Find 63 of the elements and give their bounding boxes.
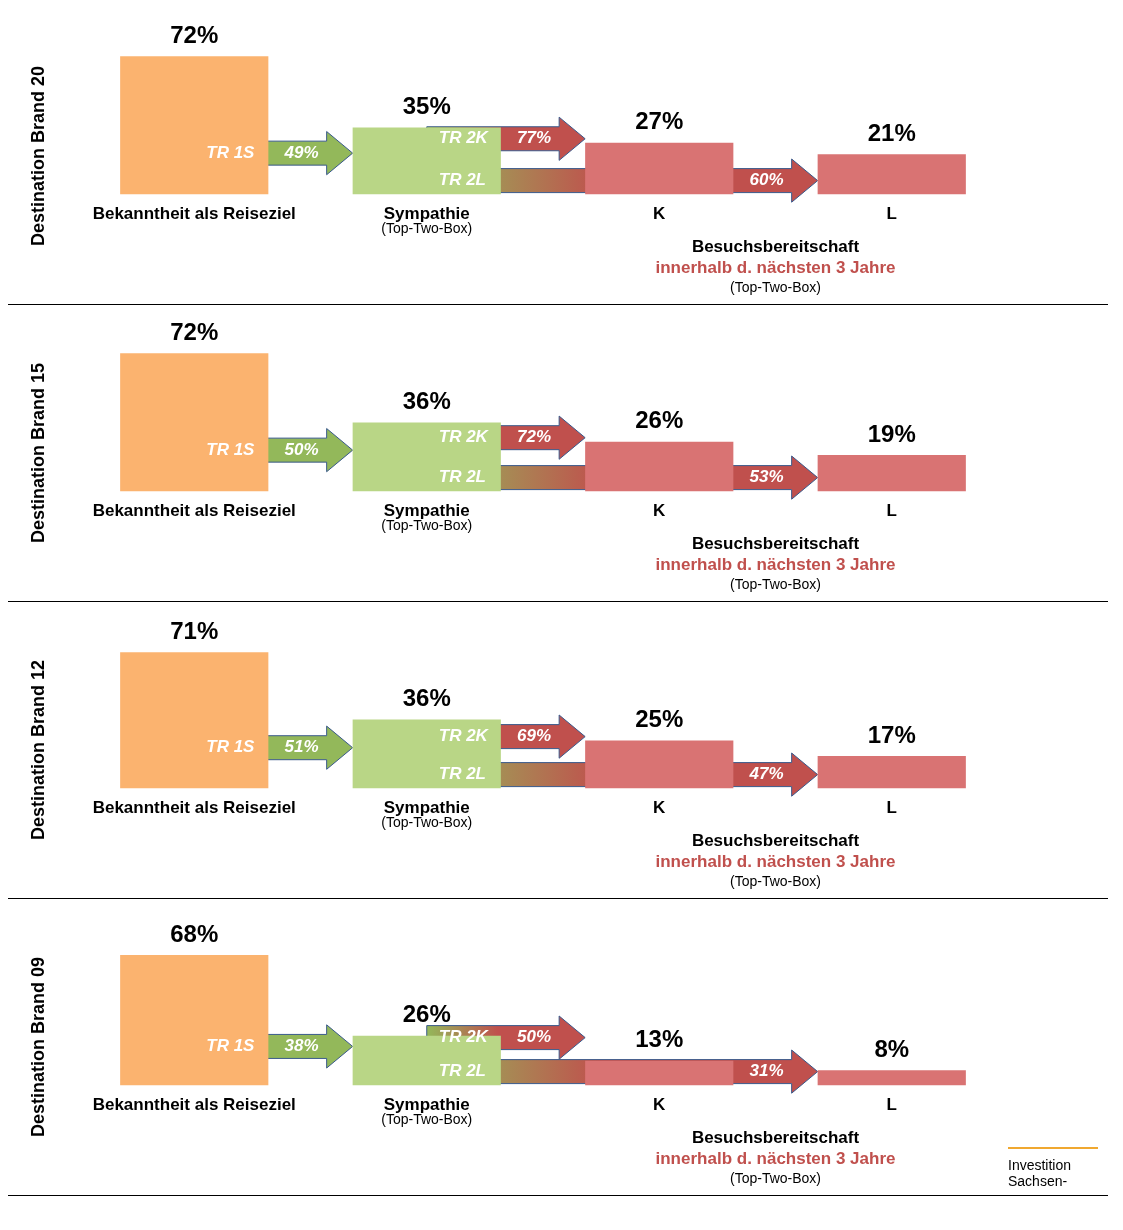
bar (585, 1060, 734, 1086)
text: TR 2L 60% (438, 170, 784, 190)
x-tick-label: Bekanntheit als Reiseziel (92, 1095, 296, 1115)
x-tick-label: K (653, 204, 667, 224)
data-label: 71% (170, 616, 219, 644)
text: Sachsen- (1008, 1173, 1069, 1189)
text: Besuchsbereitschaft (691, 237, 860, 257)
text: TR 2L 31% (438, 1061, 784, 1081)
x-tick-label: K (653, 798, 667, 818)
text: Besuchsbereitschaft (691, 1128, 860, 1148)
text: TR 2L 53% (438, 467, 784, 487)
data-label: 25% (635, 705, 684, 733)
text: TR 1S 49% (206, 142, 319, 162)
data-label: 72% (170, 20, 219, 48)
bar (120, 56, 269, 195)
x-tick-label: Bekanntheit als Reiseziel (92, 501, 296, 521)
data-label: 26% (402, 1000, 451, 1028)
y-axis-title: Destination Brand 15 (27, 362, 48, 544)
x-tick-label: K (653, 501, 667, 521)
text: (Top-Two-Box) (729, 872, 822, 889)
text: (Top-Two-Box) (729, 278, 822, 295)
y-axis-title: Destination Brand 12 (27, 659, 48, 841)
x-tick-label: K (653, 1095, 667, 1115)
text: Investition (1008, 1157, 1073, 1173)
data-label: 36% (402, 387, 451, 415)
text: TR 2K 69% (438, 726, 552, 746)
text: innerhalb d. nächsten 3 Jahre (655, 1149, 896, 1169)
bar (120, 353, 269, 492)
text: innerhalb d. nächsten 3 Jahre (655, 852, 896, 872)
data-label: 35% (402, 92, 451, 120)
y-axis-title: Destination Brand 20 (27, 65, 48, 247)
text: TR 1S 50% (206, 439, 319, 459)
text: innerhalb d. nächsten 3 Jahre (655, 555, 896, 575)
x-tick-label: L (886, 501, 897, 521)
x-tick-label: L (886, 798, 897, 818)
text: TR 2K 77% (438, 128, 552, 148)
x-tick-label: Bekanntheit als Reiseziel (92, 204, 296, 224)
data-label: 17% (867, 720, 916, 748)
text: TR 2K 72% (438, 427, 552, 447)
text: TR 1S 51% (206, 737, 319, 757)
data-label: 68% (170, 919, 219, 947)
text: Besuchsbereitschaft (691, 831, 860, 851)
data-label: 13% (635, 1025, 684, 1053)
text: innerhalb d. nächsten 3 Jahre (655, 258, 896, 278)
text: Besuchsbereitschaft (691, 534, 860, 554)
data-label: 27% (635, 107, 684, 135)
x-tick-label: Bekanntheit als Reiseziel (92, 798, 296, 818)
x-tick-label: L (886, 204, 897, 224)
text: (Top-Two-Box) (729, 1169, 822, 1186)
x-tick-label: L (886, 1095, 897, 1115)
text: TR 2L 47% (438, 764, 784, 784)
bar (120, 955, 269, 1086)
data-label: 19% (867, 419, 916, 447)
data-label: 26% (635, 406, 684, 434)
data-label: 36% (402, 684, 451, 712)
bar (817, 1070, 966, 1086)
text: (Top-Two-Box) (729, 575, 822, 592)
data-label: 8% (874, 1034, 910, 1062)
y-axis-title: Destination Brand 09 (27, 956, 48, 1138)
data-label: 21% (867, 118, 916, 146)
text: TR 1S 38% (206, 1036, 319, 1056)
bar (120, 652, 269, 789)
data-label: 72% (170, 317, 219, 345)
